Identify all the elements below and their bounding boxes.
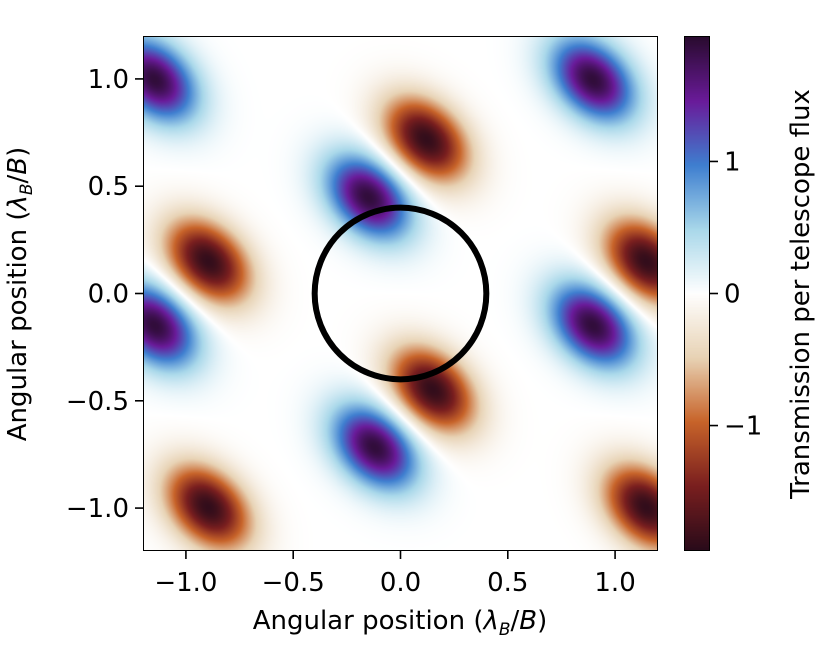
x-tick-label: −0.5	[262, 568, 325, 598]
y-tick-label: 1.0	[88, 65, 129, 95]
x-tick-label: 0.5	[487, 568, 528, 598]
x-axis-label-lambda: λ	[483, 606, 499, 636]
y-axis-label-lambda: λ	[2, 194, 33, 211]
transmission-map	[144, 37, 657, 550]
colorbar-label-container: Transmission per telescope flux	[776, 36, 826, 551]
y-axis-label-close: )	[2, 146, 33, 157]
x-axis-label-sub: B	[498, 620, 511, 641]
x-tick-label: 0.0	[380, 568, 421, 598]
y-axis-label-prefix: Angular position (	[2, 210, 33, 441]
colorbar-tick-label: 0	[724, 280, 741, 310]
colorbar	[684, 36, 710, 551]
y-axis-label-slash: /	[2, 174, 33, 183]
y-axis-label-container: Angular position (λB/B)	[0, 36, 40, 551]
x-axis-label-close: )	[537, 606, 548, 636]
colorbar-tick-label: −1	[724, 412, 762, 442]
x-axis-label-B: B	[519, 606, 538, 636]
x-tick-label: −1.0	[154, 568, 217, 598]
y-tick-label: −0.5	[66, 387, 129, 417]
colorbar-gradient	[685, 37, 709, 550]
heatmap-plot-area	[143, 36, 658, 551]
x-axis-label-prefix: Angular position (	[252, 606, 484, 636]
x-tick-label: 1.0	[594, 568, 635, 598]
y-tick-label: 0.5	[88, 172, 129, 202]
y-axis-label-B: B	[2, 156, 33, 175]
y-tick-label: 0.0	[88, 280, 129, 310]
x-axis-label-slash: /	[510, 606, 520, 636]
y-tick-label: −1.0	[66, 494, 129, 524]
y-axis-label: Angular position (λB/B)	[3, 146, 37, 441]
colorbar-label: Transmission per telescope flux	[786, 88, 816, 499]
colorbar-tick-label: 1	[724, 147, 741, 177]
y-axis-label-sub: B	[17, 182, 38, 195]
